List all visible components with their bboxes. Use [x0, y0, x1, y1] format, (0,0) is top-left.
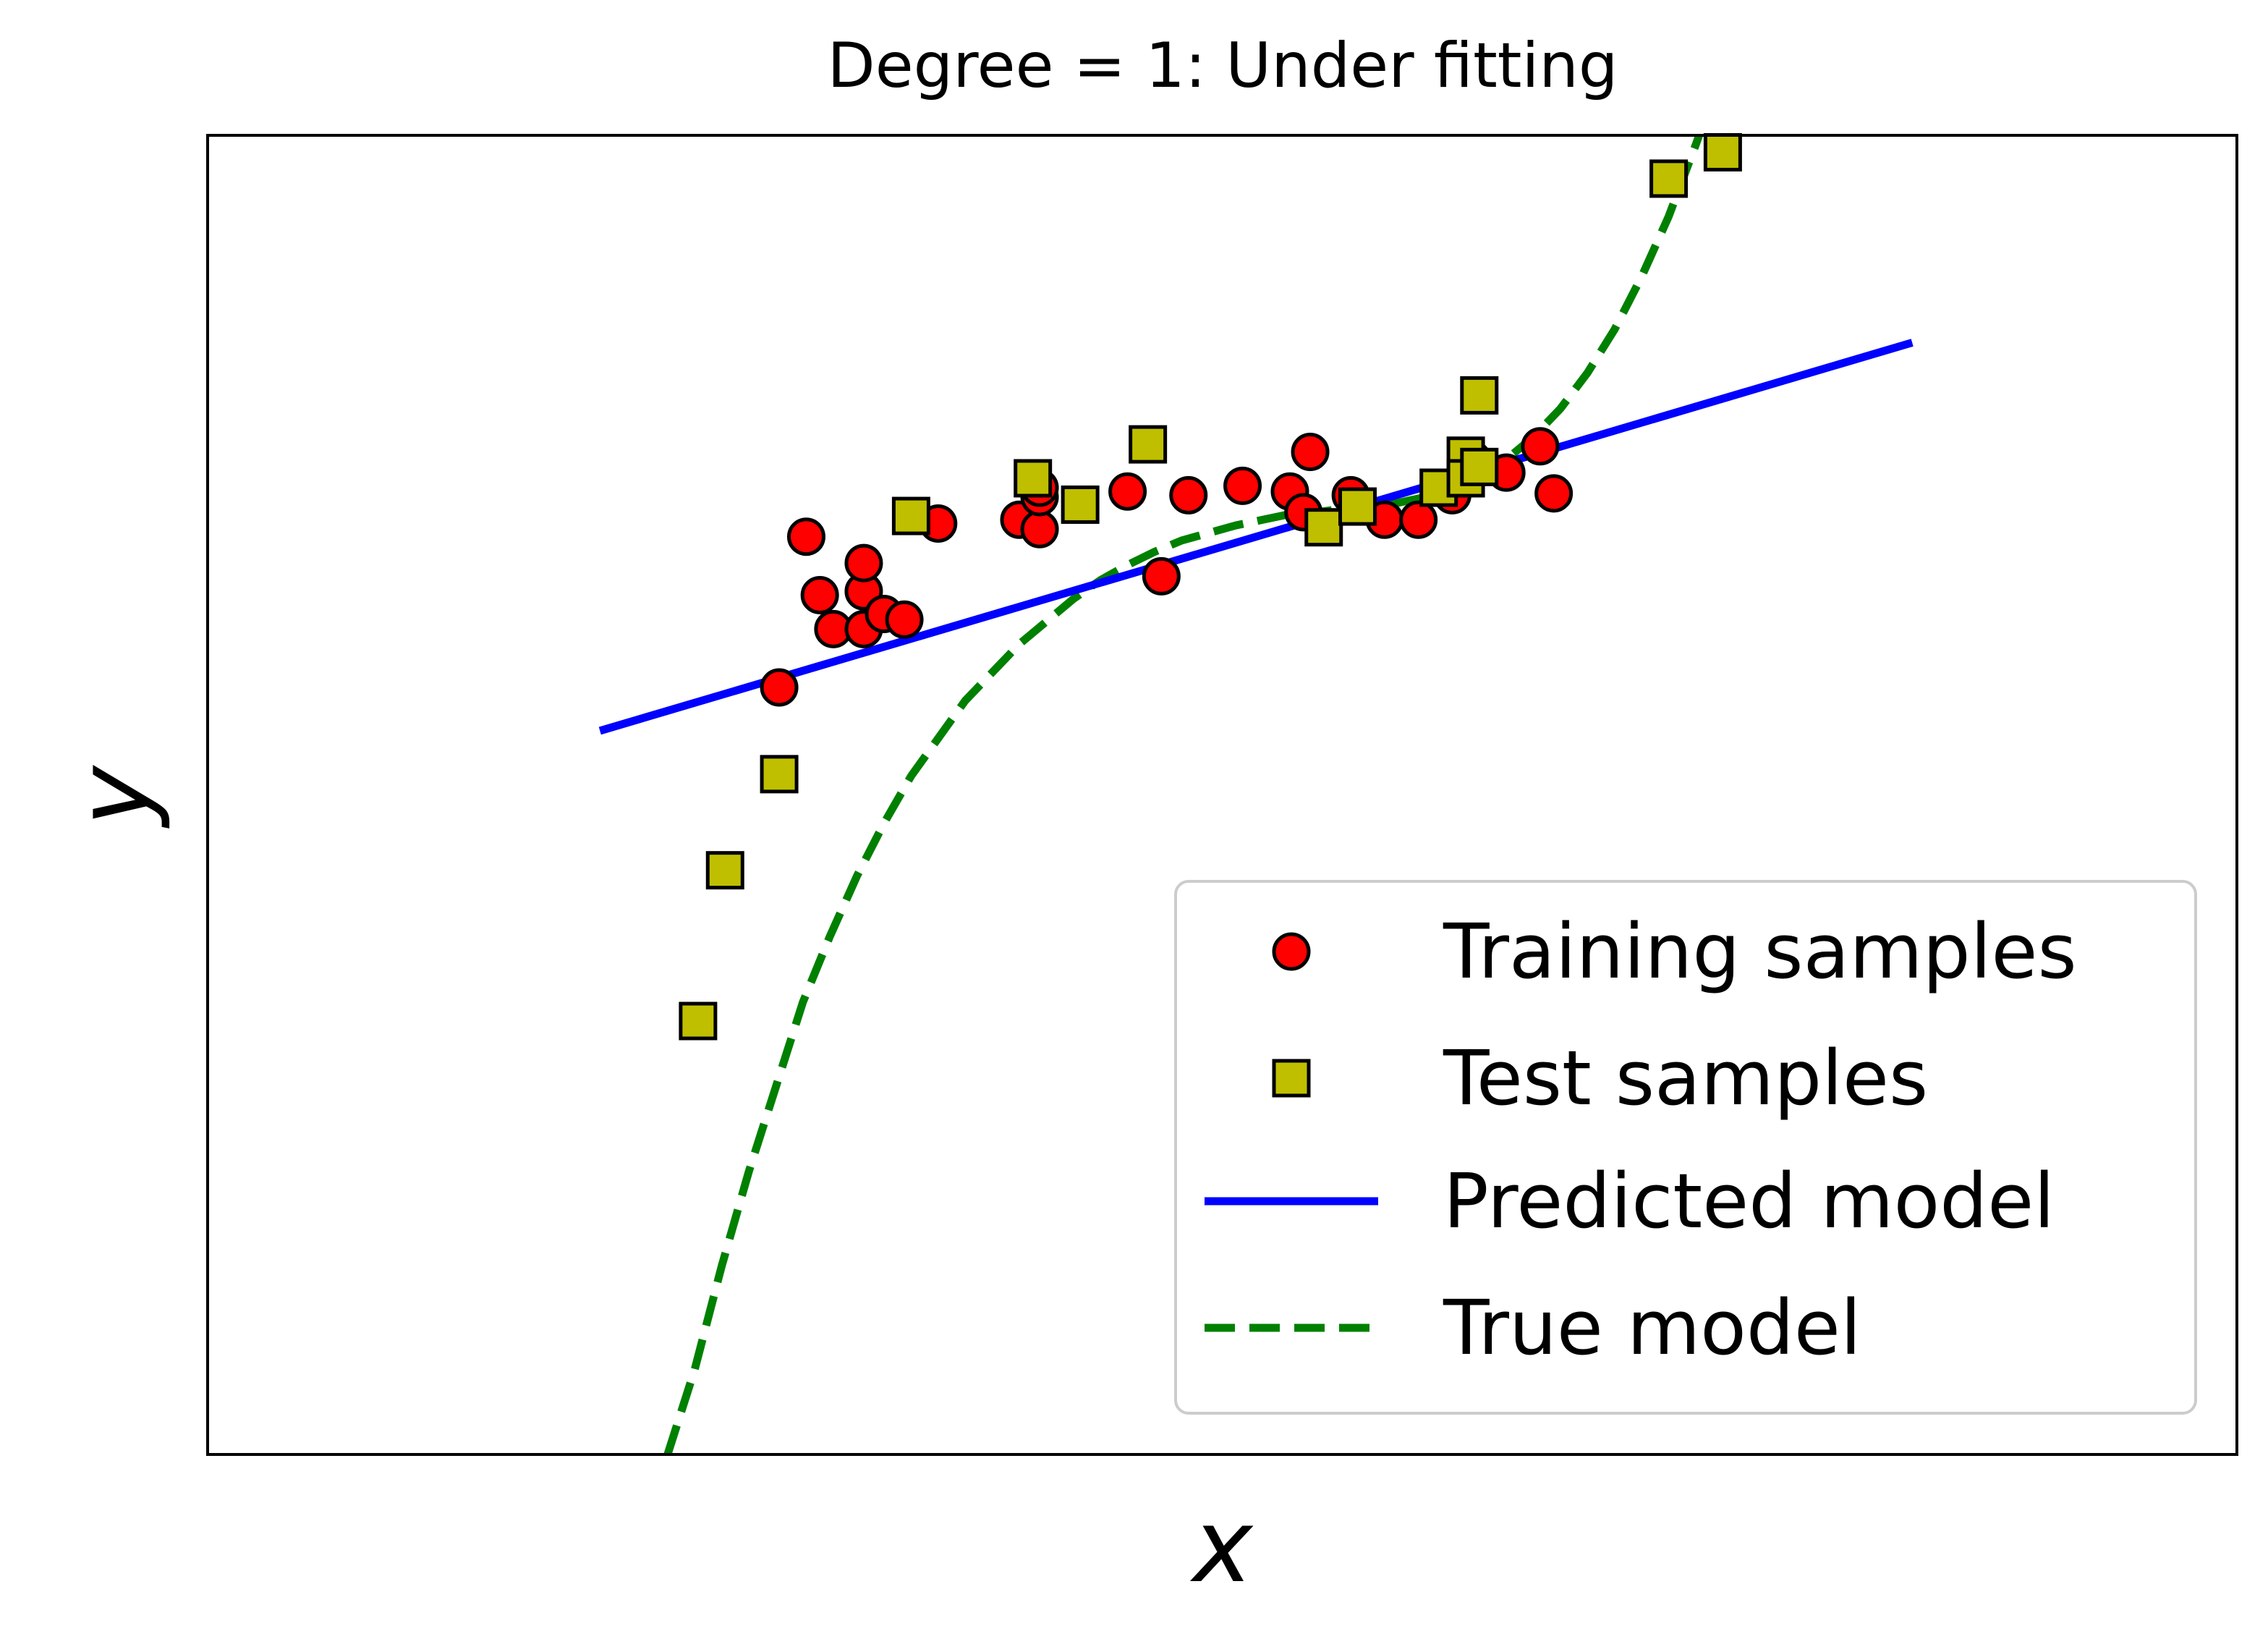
test-sample-point: [1338, 487, 1377, 526]
training-sample-point: [1108, 472, 1147, 511]
test-sample-point: [1649, 159, 1689, 198]
y-axis-label: y: [55, 764, 173, 829]
training-sample-point: [1399, 500, 1438, 539]
training-sample-point: [1142, 556, 1181, 596]
chart-title: Degree = 1: Under fitting: [827, 30, 1618, 102]
test-sample-point: [1304, 508, 1343, 547]
test-sample-point: [1014, 459, 1053, 498]
x-axis-label: x: [1190, 1488, 1254, 1606]
true-model-line: [663, 135, 1703, 1454]
legend: Training samples Test samples Predicted mo…: [1174, 880, 2197, 1415]
test-sample-point: [1703, 132, 1742, 171]
training-sample-point: [844, 543, 883, 583]
legend-label: Training samples: [1443, 907, 2077, 996]
legend-box: [1174, 880, 2197, 1415]
test-sample-point: [1061, 485, 1100, 524]
plot-area: [598, 132, 1914, 1454]
predicted-model-line: [598, 339, 1914, 735]
test-sample-point: [679, 1001, 718, 1041]
legend-training-marker: [1272, 932, 1311, 971]
training-sample-point: [1223, 466, 1262, 505]
test-sample-point: [891, 496, 930, 535]
test-sample-point: [1129, 425, 1168, 464]
training-sample-point: [1169, 475, 1208, 514]
training-sample-point: [800, 575, 839, 614]
legend-label: Predicted model: [1443, 1157, 2055, 1245]
training-sample-point: [786, 517, 825, 556]
training-sample-point: [1521, 427, 1560, 466]
training-sample-point: [1534, 474, 1573, 513]
training-sample-point: [885, 600, 924, 639]
axes-frame: [206, 134, 2238, 1456]
test-sample-point: [1460, 376, 1499, 415]
legend-label: True model: [1443, 1284, 1861, 1372]
test-sample-point: [1460, 447, 1499, 486]
training-sample-point: [1291, 433, 1330, 472]
training-sample-point: [1020, 509, 1059, 548]
test-sample-point: [705, 851, 744, 890]
test-sample-point: [760, 755, 799, 794]
legend-test-marker: [1272, 1059, 1311, 1098]
training-sample-point: [760, 668, 799, 707]
legend-label: Test samples: [1443, 1034, 1928, 1122]
